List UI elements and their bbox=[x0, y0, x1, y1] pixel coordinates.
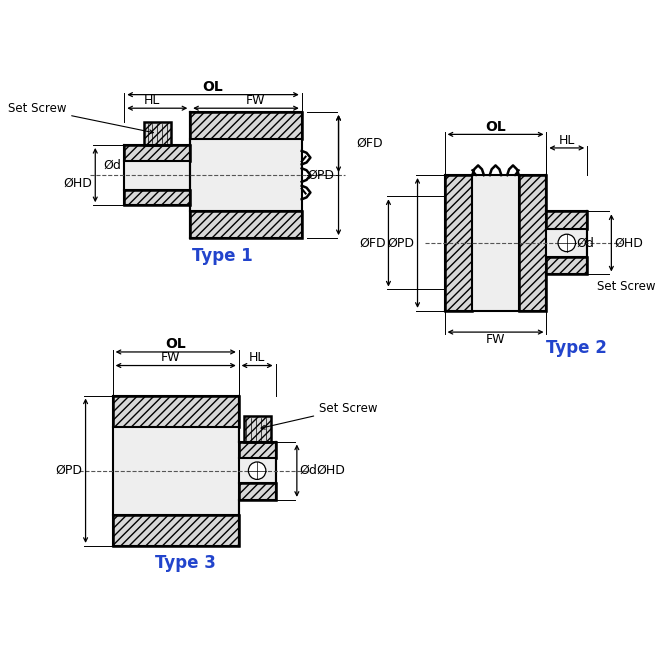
Text: ØFD: ØFD bbox=[356, 137, 383, 150]
Bar bbox=[445, 175, 472, 311]
Bar bbox=[547, 257, 587, 275]
Text: Set Screw: Set Screw bbox=[261, 401, 378, 429]
Text: OL: OL bbox=[165, 337, 186, 351]
Text: Type 2: Type 2 bbox=[546, 338, 607, 356]
Bar bbox=[547, 229, 587, 257]
Text: ØPD: ØPD bbox=[388, 237, 415, 249]
Text: ØFD: ØFD bbox=[359, 237, 385, 249]
Text: Ød: Ød bbox=[104, 159, 121, 172]
Text: Ød: Ød bbox=[576, 237, 594, 249]
Text: FW: FW bbox=[486, 334, 505, 346]
Bar bbox=[113, 427, 239, 515]
Text: FW: FW bbox=[246, 94, 265, 107]
Bar bbox=[190, 112, 302, 139]
Bar bbox=[190, 211, 302, 238]
Text: HL: HL bbox=[559, 134, 575, 147]
Text: ØHD: ØHD bbox=[614, 237, 643, 249]
Bar bbox=[519, 175, 547, 311]
Text: Type 1: Type 1 bbox=[192, 247, 253, 265]
Text: Type 3: Type 3 bbox=[155, 554, 216, 572]
Text: ØHD: ØHD bbox=[64, 176, 92, 190]
Text: FW: FW bbox=[161, 351, 181, 364]
Text: Ød: Ød bbox=[299, 464, 318, 477]
Bar bbox=[239, 458, 275, 483]
Text: Set Screw: Set Screw bbox=[597, 279, 655, 293]
Text: Set Screw: Set Screw bbox=[7, 102, 153, 134]
Bar bbox=[125, 161, 190, 190]
Bar bbox=[144, 122, 171, 145]
Text: HL: HL bbox=[143, 94, 159, 107]
Text: HL: HL bbox=[249, 351, 265, 364]
Bar bbox=[472, 175, 519, 311]
Bar bbox=[125, 190, 190, 205]
Bar bbox=[239, 442, 275, 458]
Circle shape bbox=[249, 462, 266, 480]
Text: OL: OL bbox=[485, 120, 506, 133]
Bar bbox=[125, 145, 190, 161]
Bar bbox=[113, 395, 239, 427]
Bar bbox=[244, 417, 271, 442]
Text: ØHD: ØHD bbox=[316, 464, 345, 477]
Bar bbox=[239, 483, 275, 500]
Bar bbox=[547, 212, 587, 229]
Circle shape bbox=[558, 234, 576, 252]
Text: ØPD: ØPD bbox=[56, 464, 82, 477]
Bar bbox=[190, 139, 302, 211]
Bar bbox=[113, 515, 239, 546]
Text: OL: OL bbox=[202, 80, 223, 94]
Text: ØPD: ØPD bbox=[308, 169, 334, 182]
